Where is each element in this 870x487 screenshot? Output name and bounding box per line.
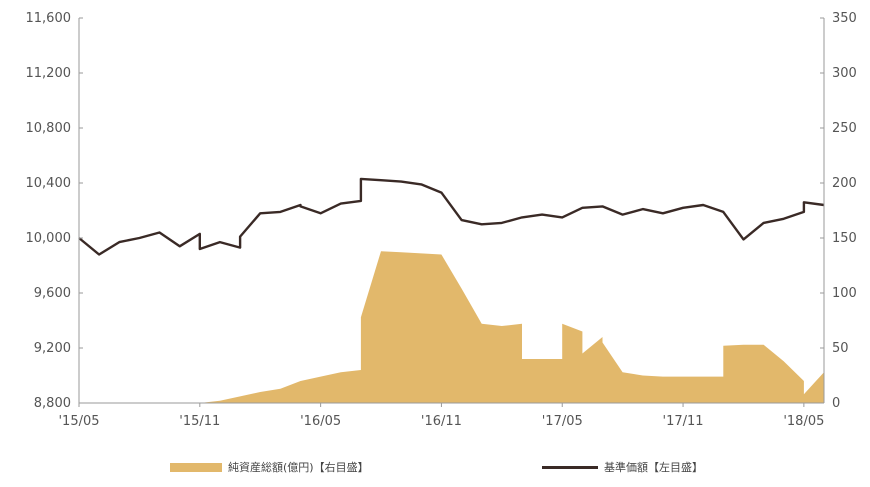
area-layer bbox=[79, 251, 824, 403]
x-tick-label: '17/05 bbox=[542, 414, 583, 429]
left-tick-label: 11,200 bbox=[26, 66, 72, 81]
legend-area-swatch bbox=[170, 462, 222, 472]
legend-line: 基準価額【左目盛】 bbox=[542, 459, 703, 475]
right-tick-label: 150 bbox=[832, 231, 857, 246]
x-tick-label: '18/05 bbox=[783, 414, 824, 429]
left-tick-label: 11,600 bbox=[26, 11, 72, 26]
legend-area: 純資産総額(億円)【右目盛】 bbox=[170, 459, 369, 475]
x-tick-label: '16/05 bbox=[300, 414, 341, 429]
legend-line-swatch bbox=[542, 465, 598, 469]
legend-area-label: 純資産総額(億円)【右目盛】 bbox=[228, 461, 369, 474]
right-tick-label: 0 bbox=[832, 396, 840, 411]
left-tick-label: 9,600 bbox=[34, 286, 71, 301]
left-tick-label: 9,200 bbox=[34, 341, 71, 356]
right-tick-label: 100 bbox=[832, 286, 857, 301]
x-tick-label: '15/05 bbox=[58, 414, 99, 429]
series-nav-line bbox=[78, 177, 825, 256]
line-layer bbox=[78, 177, 825, 256]
left-tick-label: 10,800 bbox=[26, 121, 72, 136]
legend-line-label: 基準価額【左目盛】 bbox=[604, 461, 703, 474]
left-tick-label: 8,800 bbox=[34, 396, 71, 411]
right-tick-label: 300 bbox=[832, 66, 857, 81]
right-tick-label: 350 bbox=[832, 11, 857, 26]
left-tick-label: 10,400 bbox=[26, 176, 72, 191]
series-net-assets-area bbox=[79, 251, 824, 403]
right-tick-label: 250 bbox=[832, 121, 857, 136]
axis-layer: 8,800 9,200 9,600 10,000 10,400 10,800 11,200 1… bbox=[26, 11, 857, 429]
right-tick-label: 50 bbox=[832, 341, 849, 356]
left-tick-label: 10,000 bbox=[26, 231, 72, 246]
right-tick-label: 200 bbox=[832, 176, 857, 191]
x-tick-label: '15/11 bbox=[179, 414, 220, 429]
x-tick-label: '17/11 bbox=[663, 414, 704, 429]
x-tick-label: '16/11 bbox=[421, 414, 462, 429]
